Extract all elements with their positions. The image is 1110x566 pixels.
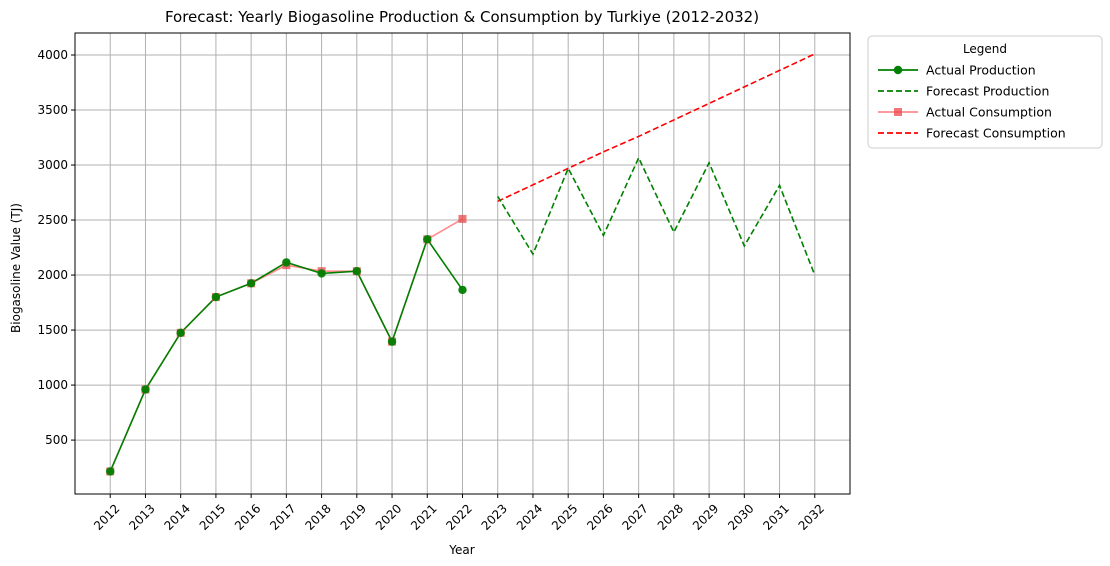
x-tick-label: 2020 [373,501,404,532]
x-tick-label: 2023 [479,501,510,532]
x-tick-label: 2026 [584,501,615,532]
series-layer [106,53,816,476]
legend-swatch-marker [894,108,902,116]
legend-item: Forecast Consumption [878,126,1066,141]
data-point-production [317,269,326,278]
x-tick-label: 2018 [302,501,333,532]
data-point-production [423,235,432,244]
x-tick-label: 2029 [690,501,721,532]
x-tick-label: 2021 [408,501,439,532]
x-tick-label: 2022 [443,501,474,532]
y-tick-label: 2500 [37,213,68,227]
legend-item: Forecast Production [878,84,1049,99]
x-tick-label: 2032 [796,501,827,532]
data-point-production [176,328,185,338]
x-tick-label: 2014 [162,501,193,532]
x-tick-label: 2031 [760,501,791,532]
data-point-production [211,292,221,302]
y-tick-label: 3500 [37,103,68,117]
data-point-production [387,337,397,346]
y-tick-label: 3000 [37,158,68,172]
x-tick-label: 2028 [655,501,686,532]
x-tick-label: 2012 [91,501,122,532]
data-point-production [458,285,467,295]
legend: Legend Actual Production Forecast Product… [867,35,1103,149]
data-point-production [106,467,115,476]
y-tick-label: 4000 [37,48,68,62]
series-line-forecast-production [497,155,816,276]
x-tick-label: 2015 [197,501,228,532]
x-tick-label: 2019 [338,501,369,532]
data-point-production [246,279,256,288]
legend-items: Actual Production Forecast Production Actu… [878,63,1066,141]
series-line-forecast-consumption [497,53,816,203]
x-tick-label: 2025 [549,501,580,532]
data-point-production [141,385,150,394]
data-point-consumption [458,214,467,223]
y-tick-label: 1000 [37,378,68,392]
legend-item: Actual Production [878,63,1036,78]
legend-box [867,35,1103,149]
grid-lines [75,33,850,494]
chart-title: Forecast: Yearly Biogasoline Production … [165,8,759,26]
legend-title: Legend [963,42,1007,56]
y-tick-label: 2000 [37,268,68,282]
x-tick-label: 2024 [514,501,545,532]
x-axis-label: Year [448,543,474,557]
legend-swatch-marker [893,65,903,75]
legend-item: Actual Consumption [878,105,1052,120]
x-tick-label: 2017 [267,501,298,532]
legend-label: Actual Consumption [926,105,1052,120]
x-tick-label: 2030 [725,501,756,532]
x-tick-label: 2027 [619,501,650,532]
y-axis-label: Biogasoline Value (TJ) [9,203,23,333]
y-tick-label: 1500 [37,323,68,337]
x-tick-label: 2013 [126,501,157,532]
y-tick-label: 500 [45,433,68,447]
x-tick-label: 2016 [232,501,263,532]
data-point-production [352,267,362,276]
legend-label: Actual Production [926,63,1036,78]
legend-label: Forecast Production [926,84,1049,99]
legend-label: Forecast Consumption [926,126,1066,141]
data-point-production [282,258,291,267]
